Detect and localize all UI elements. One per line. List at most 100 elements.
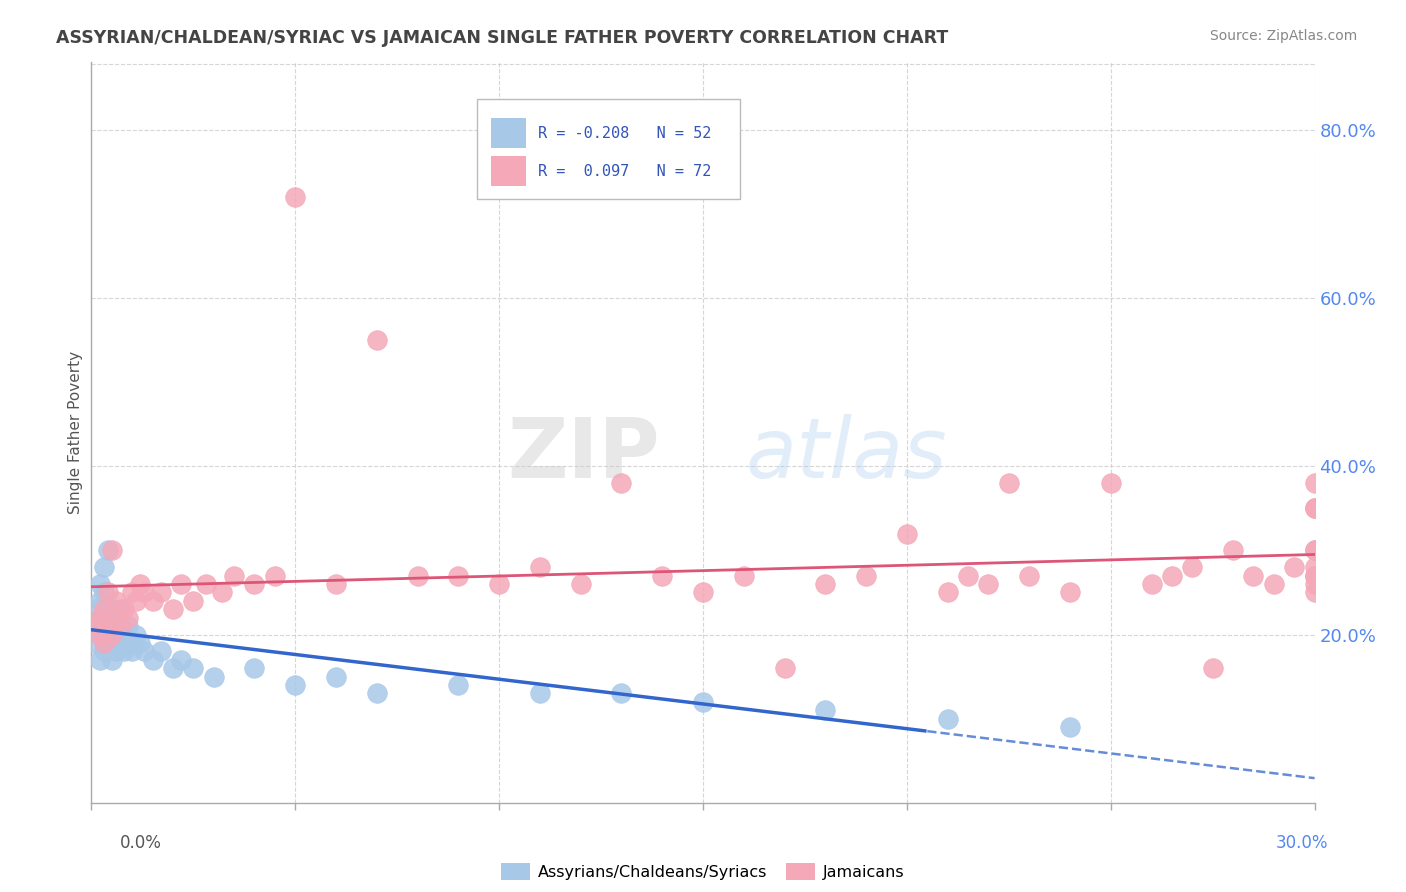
Point (1303, 585, 1326, 599)
Point (222, 568, 246, 582)
Point (814, 703, 837, 717)
Point (84, 602, 107, 616)
Point (84, 619, 107, 633)
Legend: Assyrians/Chaldeans/Syriacs, Jamaicans: Assyrians/Chaldeans/Syriacs, Jamaicans (501, 863, 905, 880)
Point (89, 610, 111, 624)
Point (1282, 560, 1305, 574)
Point (1303, 577, 1326, 591)
Text: R = -0.208   N = 52: R = -0.208 N = 52 (538, 126, 711, 141)
Point (141, 653, 163, 667)
Point (101, 636, 124, 650)
Point (112, 644, 135, 658)
Point (121, 644, 143, 658)
Point (1303, 568, 1326, 582)
Point (108, 636, 131, 650)
Point (855, 568, 877, 582)
Point (243, 661, 266, 675)
Point (488, 577, 510, 591)
Point (129, 636, 152, 650)
Text: 0.0%: 0.0% (120, 834, 162, 852)
Point (97, 619, 120, 633)
FancyBboxPatch shape (491, 156, 526, 186)
Point (936, 712, 959, 726)
Point (89, 610, 111, 624)
Point (610, 686, 633, 700)
Point (1099, 476, 1122, 491)
Point (183, 661, 205, 675)
Point (141, 594, 163, 608)
Point (1059, 720, 1081, 734)
Point (1303, 568, 1326, 582)
Point (1181, 560, 1204, 574)
Point (97, 619, 120, 633)
Point (610, 476, 633, 491)
Point (101, 543, 124, 558)
Point (325, 577, 347, 591)
Point (211, 585, 233, 599)
Point (692, 585, 714, 599)
Point (97, 636, 120, 650)
Point (264, 568, 287, 582)
Point (406, 568, 429, 582)
FancyBboxPatch shape (491, 119, 526, 148)
Point (692, 695, 714, 709)
Point (117, 619, 139, 633)
Point (325, 670, 347, 684)
Point (112, 627, 135, 641)
Point (104, 594, 127, 608)
Point (112, 602, 135, 616)
Point (529, 560, 551, 574)
Text: R =  0.097   N = 72: R = 0.097 N = 72 (538, 164, 711, 179)
Text: 30.0%: 30.0% (1277, 834, 1329, 852)
Point (1303, 568, 1326, 582)
Point (284, 678, 307, 692)
Point (93, 644, 115, 658)
Point (1243, 568, 1265, 582)
Point (93, 560, 115, 574)
Point (569, 577, 592, 591)
Point (93, 585, 115, 599)
Point (101, 653, 124, 667)
Point (129, 577, 152, 591)
Point (1303, 543, 1326, 558)
Point (1303, 560, 1326, 574)
Point (104, 627, 127, 641)
Point (1303, 501, 1326, 516)
Point (97, 585, 120, 599)
Point (529, 686, 551, 700)
Point (447, 568, 470, 582)
Point (97, 543, 120, 558)
Point (89, 627, 111, 641)
Point (998, 476, 1021, 491)
Point (104, 610, 127, 624)
Y-axis label: Single Father Poverty: Single Father Poverty (67, 351, 83, 514)
Point (366, 333, 388, 347)
Point (121, 585, 143, 599)
Point (125, 594, 148, 608)
Point (125, 627, 148, 641)
Point (1059, 585, 1081, 599)
Point (1161, 568, 1184, 582)
Text: atlas: atlas (745, 414, 948, 495)
Point (84, 619, 107, 633)
Point (170, 653, 193, 667)
Point (104, 610, 127, 624)
Point (366, 686, 388, 700)
Text: ZIP: ZIP (508, 414, 661, 495)
Point (1303, 501, 1326, 516)
Point (162, 661, 184, 675)
Point (93, 636, 115, 650)
Point (1303, 543, 1326, 558)
Text: Source: ZipAtlas.com: Source: ZipAtlas.com (1209, 29, 1357, 43)
Point (149, 585, 172, 599)
Point (977, 577, 1000, 591)
Point (89, 577, 111, 591)
Point (773, 661, 796, 675)
Point (1018, 568, 1040, 582)
Point (134, 644, 156, 658)
Point (1303, 543, 1326, 558)
Point (733, 568, 755, 582)
Point (93, 627, 115, 641)
Point (84, 636, 107, 650)
Point (814, 577, 837, 591)
